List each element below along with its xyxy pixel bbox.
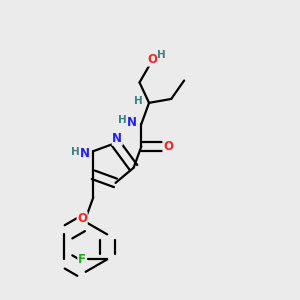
Text: N: N (112, 132, 122, 145)
Text: H: H (134, 96, 143, 106)
Text: H: H (70, 147, 79, 157)
Text: O: O (77, 212, 87, 225)
Text: O: O (148, 53, 158, 66)
Text: N: N (80, 147, 90, 161)
Text: F: F (78, 253, 86, 266)
Text: H: H (118, 115, 126, 125)
Text: O: O (163, 140, 173, 153)
Text: N: N (127, 116, 136, 129)
Text: H: H (158, 50, 166, 60)
